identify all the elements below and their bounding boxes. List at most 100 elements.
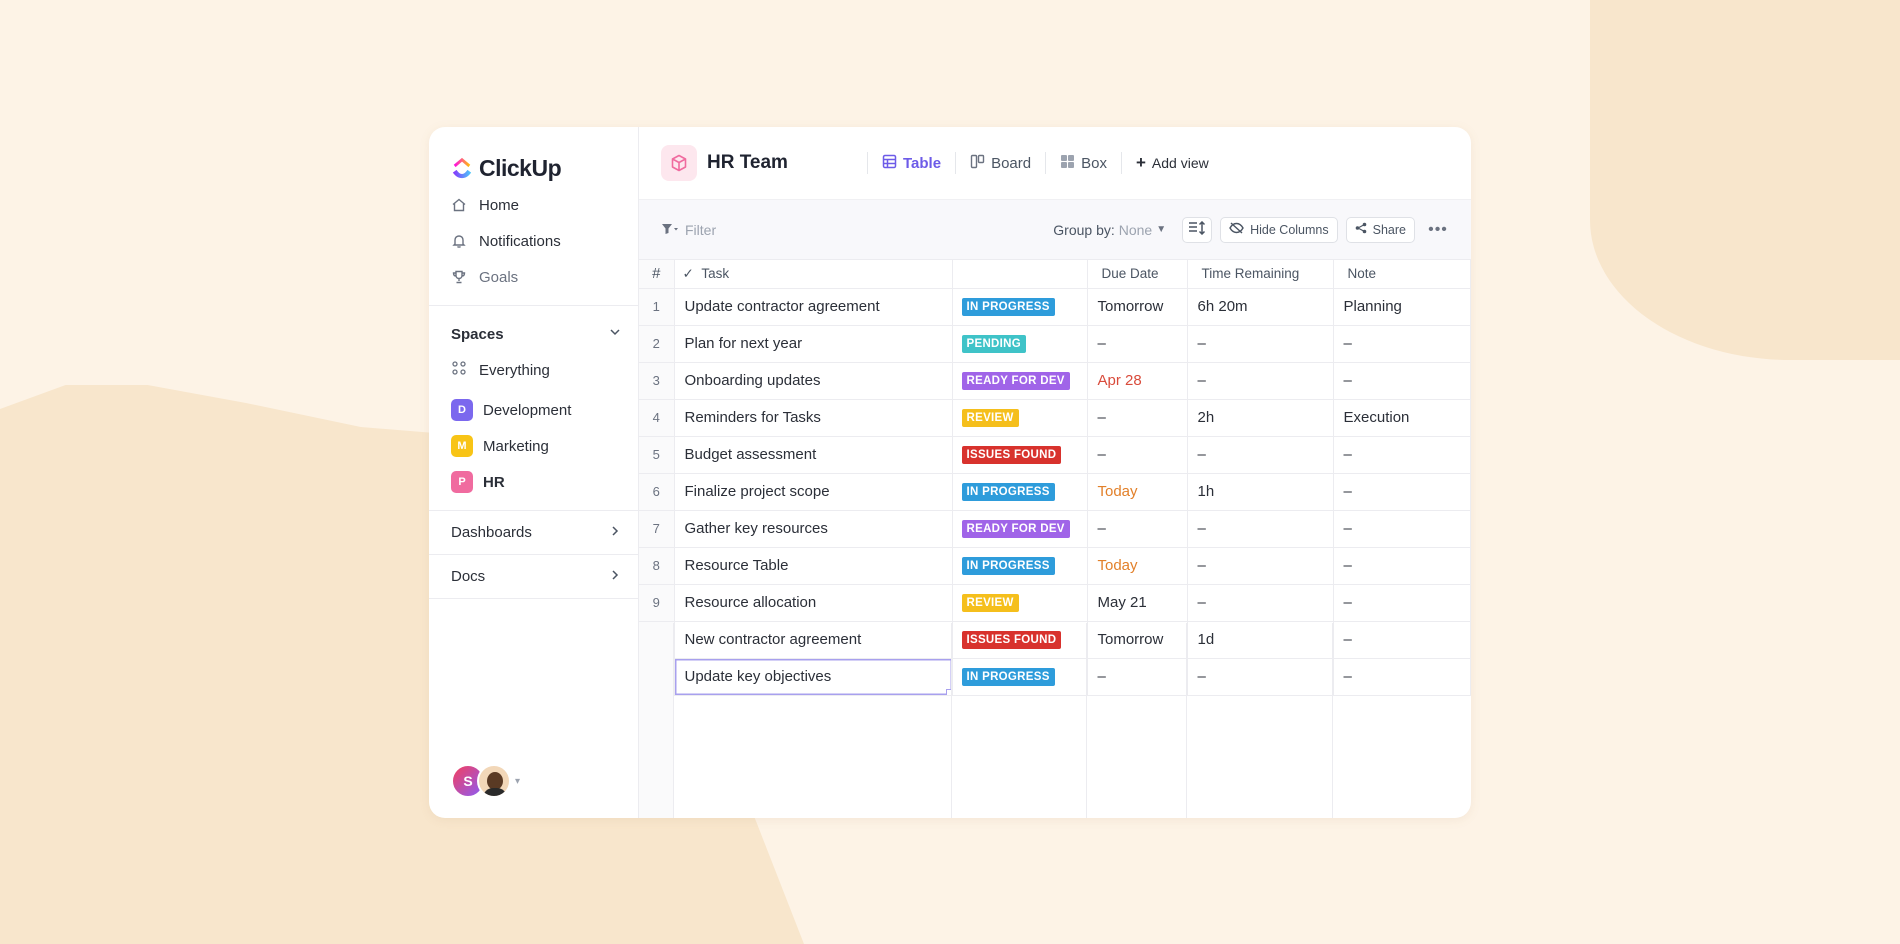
status-cell[interactable]: ISSUES FOUND (952, 621, 1088, 659)
task-name-cell[interactable]: Budget assessment (674, 436, 953, 474)
avatar-photo[interactable] (477, 764, 511, 798)
note-cell[interactable]: – (1333, 658, 1471, 696)
status-badge[interactable]: READY FOR DEV (961, 372, 1070, 390)
due-date-cell[interactable]: Today (1087, 547, 1188, 585)
time-remaining-cell[interactable]: – (1187, 362, 1334, 400)
time-remaining-cell[interactable]: – (1187, 436, 1334, 474)
status-badge[interactable]: REVIEW (961, 409, 1019, 427)
status-badge[interactable]: PENDING (961, 335, 1026, 353)
table-row[interactable]: 6 Finalize project scope IN PROGRESS Today 1… (639, 473, 1471, 511)
dashboards-row[interactable]: Dashboards (429, 511, 638, 555)
due-date-cell[interactable]: – (1087, 658, 1188, 696)
table-row[interactable]: 9 Resource allocation REVIEW May 21– – (639, 584, 1471, 622)
task-name-cell[interactable]: Resource Table (674, 547, 953, 585)
due-date-cell[interactable]: Apr 28 (1087, 362, 1188, 400)
task-name-cell[interactable]: Resource allocation (674, 584, 953, 622)
group-by-select[interactable]: Group by: None ▼ (1053, 222, 1166, 238)
note-cell[interactable]: – (1333, 436, 1471, 474)
task-name-cell[interactable]: Gather key resources (674, 510, 953, 548)
note-cell[interactable]: – (1333, 510, 1471, 548)
status-badge[interactable]: READY FOR DEV (961, 520, 1070, 538)
table-row[interactable]: 7 Gather key resources READY FOR DEV – – – (639, 510, 1471, 548)
nav-home[interactable]: Home (429, 187, 638, 223)
status-cell[interactable]: IN PROGRESS (952, 658, 1088, 696)
task-name-cell[interactable]: Plan for next year (674, 325, 953, 363)
note-cell[interactable]: – (1333, 621, 1471, 659)
column-header-due-date[interactable]: Due Date (1087, 260, 1188, 289)
time-remaining-cell[interactable]: – (1187, 584, 1334, 622)
docs-row[interactable]: Docs (429, 555, 638, 599)
tab-box[interactable]: Box (1045, 152, 1121, 174)
note-cell[interactable]: – (1333, 547, 1471, 585)
more-options-icon[interactable]: ••• (1428, 220, 1448, 238)
due-date-cell[interactable]: Today (1087, 473, 1188, 511)
column-header-task[interactable]: ✓ Task (674, 260, 953, 289)
note-cell[interactable]: – (1333, 584, 1471, 622)
column-header-time-remaining[interactable]: Time Remaining (1187, 260, 1334, 289)
space-development[interactable]: D Development (429, 392, 638, 428)
due-date-cell[interactable]: – (1087, 325, 1188, 363)
cell-resize-handle[interactable] (945, 688, 951, 694)
time-remaining-cell[interactable]: – (1187, 510, 1334, 548)
table-row[interactable]: 4 Reminders for Tasks REVIEW –2h Execution (639, 399, 1471, 437)
time-remaining-cell[interactable]: 2h (1187, 399, 1334, 437)
task-name-cell[interactable]: Update contractor agreement (674, 288, 953, 326)
space-marketing[interactable]: M Marketing (429, 428, 638, 464)
logo[interactable]: ClickUp (429, 127, 638, 187)
space-hr[interactable]: P HR (429, 464, 638, 500)
status-cell[interactable]: IN PROGRESS (952, 547, 1088, 585)
table-row[interactable]: 8 Resource Table IN PROGRESS Today – – (639, 547, 1471, 585)
user-avatars[interactable]: S ▾ (451, 764, 520, 798)
time-remaining-cell[interactable]: – (1187, 547, 1334, 585)
chevron-down-icon[interactable] (608, 325, 622, 343)
status-cell[interactable]: READY FOR DEV (952, 510, 1088, 548)
spaces-header[interactable]: Spaces (429, 316, 638, 352)
hide-columns-button[interactable]: Hide Columns (1220, 216, 1338, 243)
note-cell[interactable]: Execution (1333, 399, 1471, 437)
table-row[interactable]: 2 Plan for next year PENDING – – – (639, 325, 1471, 363)
note-cell[interactable]: Planning (1333, 288, 1471, 326)
task-name-cell[interactable]: Finalize project scope (674, 473, 953, 511)
status-badge[interactable]: IN PROGRESS (961, 557, 1055, 575)
task-name-cell[interactable]: New contractor agreement (674, 621, 953, 659)
status-cell[interactable]: PENDING (952, 325, 1088, 363)
status-badge[interactable]: ISSUES FOUND (961, 446, 1062, 464)
time-remaining-cell[interactable]: – (1187, 658, 1334, 696)
time-remaining-cell[interactable]: 1h (1187, 473, 1334, 511)
due-date-cell[interactable]: Tomorrow (1087, 288, 1188, 326)
nav-goals[interactable]: Goals (429, 259, 638, 295)
time-remaining-cell[interactable]: – (1187, 325, 1334, 363)
space-everything[interactable]: Everything (429, 352, 638, 388)
add-view-button[interactable]: + Add view (1120, 152, 1223, 174)
task-name-cell[interactable]: Update key objectives (674, 658, 953, 696)
table-row[interactable]: 3 Onboarding updates READY FOR DEV Apr 28– – (639, 362, 1471, 400)
status-badge[interactable]: REVIEW (961, 594, 1019, 612)
status-badge[interactable]: IN PROGRESS (961, 483, 1055, 501)
due-date-cell[interactable]: – (1087, 510, 1188, 548)
column-header-note[interactable]: Note (1333, 260, 1471, 289)
task-name-cell[interactable]: Reminders for Tasks (674, 399, 953, 437)
table-row[interactable]: 1 Update contractor agreement IN PROGRESS T… (639, 288, 1471, 326)
status-cell[interactable]: ISSUES FOUND (952, 436, 1088, 474)
status-badge[interactable]: ISSUES FOUND (961, 631, 1062, 649)
due-date-cell[interactable]: – (1087, 436, 1188, 474)
sort-button[interactable] (1182, 216, 1213, 243)
column-header-status[interactable] (952, 260, 1088, 289)
nav-notifications[interactable]: Notifications (429, 223, 638, 259)
due-date-cell[interactable]: May 21 (1087, 584, 1188, 622)
due-date-cell[interactable]: – (1087, 399, 1188, 437)
status-cell[interactable]: IN PROGRESS (952, 288, 1088, 326)
status-cell[interactable]: REVIEW (952, 584, 1088, 622)
time-remaining-cell[interactable]: 6h 20m (1187, 288, 1334, 326)
task-name-cell[interactable]: Onboarding updates (674, 362, 953, 400)
status-cell[interactable]: READY FOR DEV (952, 362, 1088, 400)
note-cell[interactable]: – (1333, 325, 1471, 363)
status-badge[interactable]: IN PROGRESS (961, 298, 1055, 316)
status-badge[interactable]: IN PROGRESS (961, 668, 1055, 686)
caret-down-icon[interactable]: ▾ (515, 775, 521, 787)
status-cell[interactable]: REVIEW (952, 399, 1088, 437)
share-button[interactable]: Share (1345, 216, 1415, 243)
note-cell[interactable]: – (1333, 473, 1471, 511)
due-date-cell[interactable]: Tomorrow (1087, 621, 1188, 659)
